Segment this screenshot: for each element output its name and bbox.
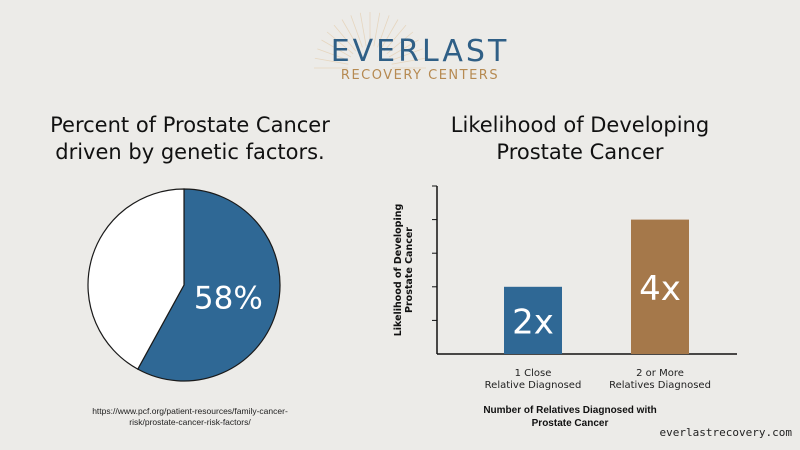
brand-name: EVERLAST	[330, 34, 510, 69]
pie-chart: 58%	[87, 188, 281, 382]
bar-chart: Likelihood of DevelopingProstate Cancer 2…	[393, 185, 737, 391]
brand-subtitle: RECOVERY CENTERS	[340, 68, 500, 83]
source-link[interactable]: https://www.pcf.org/patient-resources/fa…	[92, 406, 288, 427]
bar-chart-title: Likelihood of Developing Prostate Cancer	[450, 113, 710, 164]
category-label: 2 or More Relatives Diagnosed	[609, 368, 711, 391]
bar	[631, 219, 689, 354]
bar-chart-xlabel: Number of Relatives Diagnosed with Prost…	[483, 405, 657, 429]
category-label: 1 Close Relative Diagnosed	[485, 368, 582, 391]
bar-data-label: 2x	[512, 302, 554, 342]
pie-chart-title: Percent of Prostate Cancer driven by gen…	[50, 113, 330, 164]
footer-url[interactable]: everlastrecovery.com	[659, 426, 792, 439]
bar-data-label: 4x	[639, 269, 681, 309]
pie-slice-label: 58%	[194, 280, 263, 316]
pie-slice	[136, 188, 281, 382]
logo-sunburst	[314, 12, 426, 69]
bar	[504, 286, 562, 354]
pie-slice	[87, 188, 185, 370]
bar-chart-ylabel: Likelihood of DevelopingProstate Cancer	[393, 204, 415, 337]
